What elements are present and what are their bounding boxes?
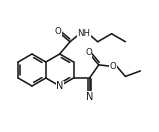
Text: O: O xyxy=(54,27,61,36)
Text: N: N xyxy=(86,92,93,102)
Text: O: O xyxy=(85,48,92,57)
Text: NH: NH xyxy=(77,29,90,38)
Text: O: O xyxy=(110,62,116,71)
Text: N: N xyxy=(56,81,63,91)
